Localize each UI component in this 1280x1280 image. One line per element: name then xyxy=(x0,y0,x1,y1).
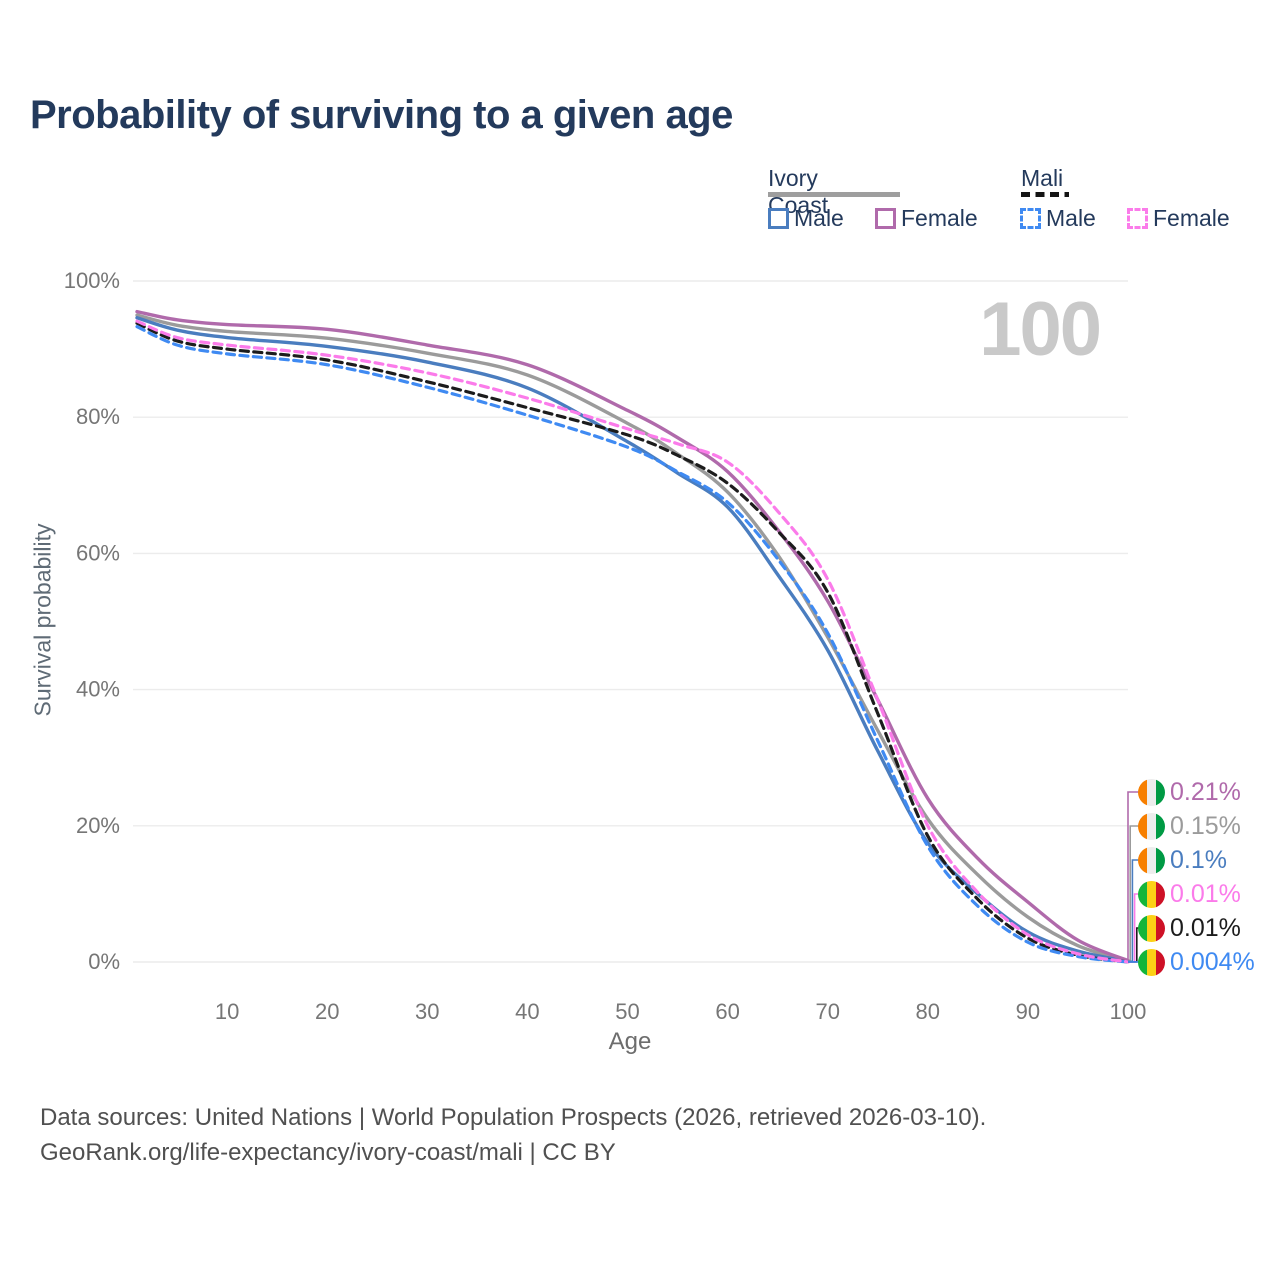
x-tick-label: 40 xyxy=(515,999,539,1024)
legend-underline-mali xyxy=(1021,192,1069,197)
x-tick-label: 10 xyxy=(215,999,239,1024)
hovered-age-watermark: 100 xyxy=(979,287,1102,372)
legend-item-mali-female[interactable]: Female xyxy=(1127,205,1230,232)
legend-item-label: Male xyxy=(794,205,844,231)
x-tick-label: 70 xyxy=(815,999,839,1024)
page-title: Probability of surviving to a given age xyxy=(30,93,733,137)
line-mali-female xyxy=(135,319,1130,964)
end-label-value: 0.15% xyxy=(1170,811,1241,840)
end-label-value: 0.004% xyxy=(1170,947,1255,976)
end-label-value: 0.21% xyxy=(1170,777,1241,806)
legend-item-label: Female xyxy=(1153,205,1230,231)
y-tick-label: 60% xyxy=(76,540,120,565)
x-axis-title: Age xyxy=(608,1028,652,1055)
end-label-row-ivory-coast-male: 0.1% xyxy=(1138,844,1227,876)
ivory-coast-flag-icon xyxy=(1138,812,1165,840)
legend-underline-ivory-coast xyxy=(768,192,900,197)
end-label-connector xyxy=(1127,791,1140,961)
ivory-coast-flag-icon xyxy=(1138,778,1165,806)
y-tick-label: 0% xyxy=(88,949,120,974)
y-tick-label: 80% xyxy=(76,404,120,429)
mali-male-swatch-icon xyxy=(1020,208,1041,229)
footer-sources: Data sources: United Nations | World Pop… xyxy=(40,1104,987,1131)
ivory-coast-female-swatch-icon xyxy=(875,208,896,229)
end-label-row-mali-male: 0.004% xyxy=(1138,946,1255,978)
x-tick-label: 100 xyxy=(1110,999,1147,1024)
y-tick-label: 40% xyxy=(76,677,120,702)
footer: Data sources: United Nations | World Pop… xyxy=(40,1100,986,1170)
end-label-value: 0.1% xyxy=(1170,845,1227,874)
end-label-row-ivory-coast-both-sexes: 0.15% xyxy=(1138,810,1241,842)
mali-flag-icon xyxy=(1138,880,1165,908)
mali-flag-icon xyxy=(1138,914,1165,942)
y-tick-label: 100% xyxy=(64,268,120,293)
line-ivory-coast-both-sexes xyxy=(135,313,1130,963)
legend-item-label: Female xyxy=(901,205,978,231)
y-axis-title: Survival probability xyxy=(29,523,56,717)
end-label-row-ivory-coast-female: 0.21% xyxy=(1138,776,1241,808)
x-tick-label: 60 xyxy=(715,999,739,1024)
x-tick-label: 80 xyxy=(916,999,940,1024)
x-tick-label: 50 xyxy=(615,999,639,1024)
footer-attribution: GeoRank.org/life-expectancy/ivory-coast/… xyxy=(40,1139,616,1166)
end-label-value: 0.01% xyxy=(1170,879,1241,908)
legend-item-mali-male[interactable]: Male xyxy=(1020,205,1096,232)
line-mali-male xyxy=(135,325,1130,964)
legend-item-ivory-coast-female[interactable]: Female xyxy=(875,205,978,232)
end-label-row-mali-female: 0.01% xyxy=(1138,878,1241,910)
x-tick-label: 30 xyxy=(415,999,439,1024)
y-tick-label: 20% xyxy=(76,813,120,838)
legend-item-ivory-coast-male[interactable]: Male xyxy=(768,205,844,232)
ivory-coast-flag-icon xyxy=(1138,846,1165,874)
x-tick-label: 90 xyxy=(1016,999,1040,1024)
mali-female-swatch-icon xyxy=(1127,208,1148,229)
line-ivory-coast-female xyxy=(135,309,1130,963)
legend-group-mali: Mali xyxy=(1021,165,1064,191)
legend-item-label: Male xyxy=(1046,205,1096,231)
end-label-value: 0.01% xyxy=(1170,913,1241,942)
line-mali-both-sexes xyxy=(135,321,1130,964)
x-tick-label: 20 xyxy=(315,999,339,1024)
mali-flag-icon xyxy=(1138,948,1165,976)
end-label-row-mali-both-sexes: 0.01% xyxy=(1138,912,1241,944)
ivory-coast-male-swatch-icon xyxy=(768,208,789,229)
